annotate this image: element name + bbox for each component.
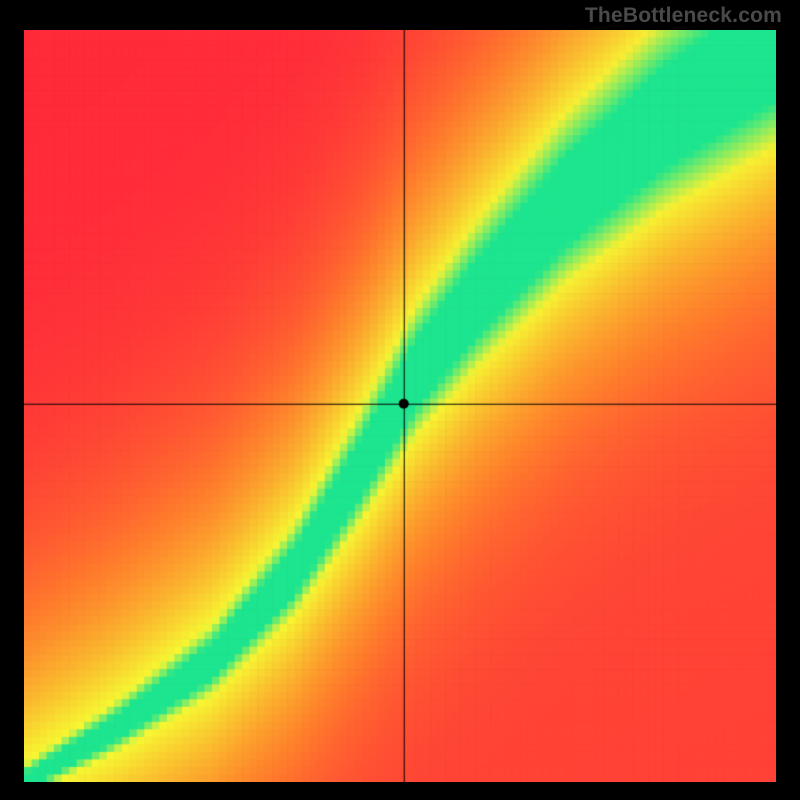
bottleneck-heatmap <box>24 30 776 782</box>
watermark-text: TheBottleneck.com <box>585 4 782 28</box>
chart-container: { "watermark": "TheBottleneck.com", "cha… <box>0 0 800 800</box>
